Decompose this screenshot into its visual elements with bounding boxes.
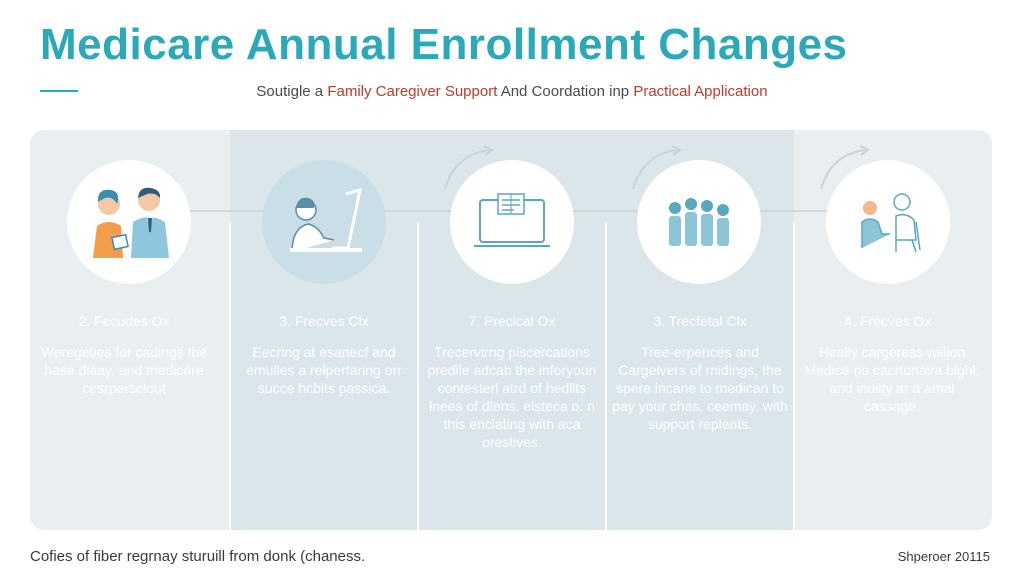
step-1-title: 2. Fecudes Ox: [78, 313, 170, 329]
step-5-description: Heally cargeress wiiljon Medice no cacrt…: [804, 344, 980, 414]
step-1-icon-circle: [67, 160, 191, 284]
step-4-title: 3. Trecfetal Clx: [653, 313, 747, 329]
step-4-icon-circle: [637, 160, 761, 284]
footer-credit: Shperoer 20115: [897, 549, 990, 564]
step-5-icon-circle: [826, 160, 950, 284]
step-3-description: Trecervirng piscercations predile adcab …: [427, 344, 597, 450]
curved-arrow-icon: [632, 145, 682, 190]
subtitle-middle: And Coordation inp: [497, 83, 634, 100]
page-title: Medicare Annual Enrollment Changes: [40, 20, 848, 69]
subtitle-highlight-1: Family Caregiver Support: [327, 83, 498, 100]
column-divider: [605, 222, 607, 530]
column-divider: [229, 222, 231, 530]
step-4-description: Tree-erpences and Cargeivers of rnidings…: [612, 344, 788, 432]
subtitle: Soutigle a Family Caregiver Support And …: [0, 83, 1024, 100]
step-2-title: 3. Frecves Clx: [279, 313, 369, 329]
people-group-icon: [669, 198, 729, 246]
curved-arrow-icon: [444, 145, 494, 190]
curved-arrow-icon: [820, 145, 870, 190]
laptop-user-icon: [290, 187, 362, 253]
step-5-title: 4. Frecves Ox: [844, 313, 932, 329]
caregiver-pair-icon: [93, 187, 169, 258]
step-3-icon-circle: [450, 160, 574, 284]
steps-panel: 2. Fecudes Ox Weregeties for cadings the…: [30, 130, 992, 530]
consultation-icon: [861, 193, 921, 253]
step-1-description: Weregeties for cadings the hase diaay, a…: [40, 344, 208, 396]
step-2-icon-circle: [262, 160, 386, 284]
step-3-title: 7. Precical Ox: [468, 313, 556, 329]
step-2-description: Eecring at esanecf and emulles a relpert…: [246, 344, 402, 396]
column-divider: [793, 222, 795, 530]
footer-note: Cofies of fiber regrnay sturuill from do…: [30, 548, 366, 565]
subtitle-prefix: Soutigle a: [256, 83, 328, 100]
title-underline: [40, 90, 78, 92]
computer-document-icon: [474, 193, 550, 247]
column-divider: [417, 222, 419, 530]
subtitle-highlight-2: Practical Application: [633, 83, 768, 100]
